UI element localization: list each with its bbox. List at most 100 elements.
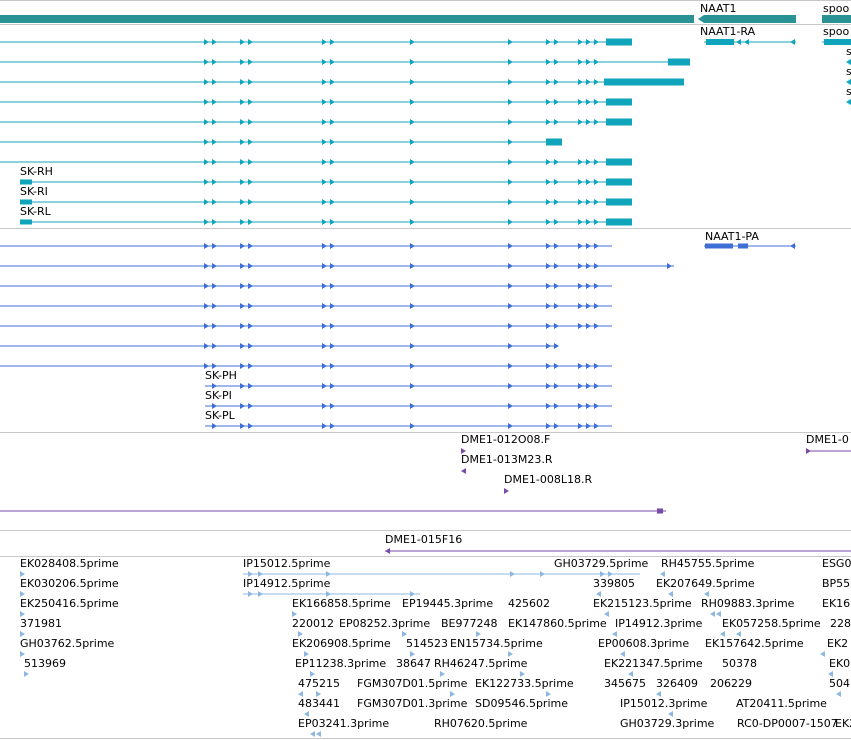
est-label[interactable]: BE977248 [441, 617, 498, 630]
est-label[interactable]: EK16 [822, 597, 851, 610]
transcript-label-sk-rh[interactable]: SK-RH [20, 165, 53, 178]
est-label[interactable]: IP14912.3prime [615, 617, 703, 630]
protein-label-naat1-pa[interactable]: NAAT1-PA [705, 230, 759, 243]
est-label[interactable]: EP11238.3prime [295, 657, 387, 670]
gene-label-spoo[interactable]: spoo [823, 2, 850, 15]
est-label[interactable]: EK122733.5prime [475, 677, 574, 690]
est-label[interactable]: EK2 [835, 717, 851, 730]
est-label[interactable]: IP15012.5prime [243, 557, 331, 570]
est-label[interactable]: EP19445.3prime [402, 597, 494, 610]
est-label[interactable]: GH03729.3prime [620, 717, 715, 730]
est-label[interactable]: EK166858.5prime [292, 597, 391, 610]
transcript-label-spoo[interactable]: spoo [823, 25, 850, 38]
est-label[interactable]: 504 [829, 677, 850, 690]
strand-arrow-icon [508, 323, 513, 329]
est-label[interactable]: EK207649.5prime [656, 577, 755, 590]
clone-label[interactable]: DME1-015F16 [385, 533, 463, 546]
est-label[interactable]: 425602 [508, 597, 550, 610]
est-label[interactable]: EK057258.5prime [722, 617, 821, 630]
est-label[interactable]: GH03729.5prime [554, 557, 649, 570]
est-label[interactable]: EK206908.5prime [292, 637, 391, 650]
clone-label[interactable]: DME1-013M23.R [461, 453, 553, 466]
protein-label-sk-pi[interactable]: SK-PI [205, 389, 232, 402]
est-label[interactable]: 514523 [406, 637, 448, 650]
est-label[interactable]: EP00608.3prime [598, 637, 690, 650]
strand-arrow-icon [248, 243, 253, 249]
gene-bar[interactable] [0, 15, 694, 23]
est-label[interactable]: RH45755.5prime [661, 557, 755, 570]
gene-label-naat1[interactable]: NAAT1 [700, 2, 737, 15]
est-label[interactable]: BP55 [822, 577, 851, 590]
est-label[interactable]: EK250416.5prime [20, 597, 119, 610]
est-label[interactable]: IP14912.5prime [243, 577, 331, 590]
strand-arrow-icon [546, 303, 551, 309]
est-label[interactable]: FGM307D01.5prime [357, 677, 468, 690]
est-label[interactable]: RH46247.5prime [434, 657, 528, 670]
strand-arrow-icon [508, 79, 513, 85]
strand-arrow-icon [578, 219, 583, 225]
est-label[interactable]: 513969 [24, 657, 66, 670]
strand-arrow-icon [846, 79, 851, 85]
strand-arrow-icon [330, 219, 335, 225]
est-label[interactable]: 339805 [593, 577, 635, 590]
strand-arrow-icon [586, 79, 591, 85]
strand-arrow-icon [578, 303, 583, 309]
est-label[interactable]: EK221347.5prime [604, 657, 703, 670]
est-label[interactable]: 38647 [396, 657, 431, 670]
est-label[interactable]: RH07620.5prime [434, 717, 528, 730]
est-label[interactable]: 326409 [656, 677, 698, 690]
est-label[interactable]: 483441 [298, 697, 340, 710]
transcript-label-s[interactable]: s [846, 65, 851, 78]
est-label[interactable]: EK157642.5prime [705, 637, 804, 650]
transcript-label-naat1-ra[interactable]: NAAT1-RA [700, 25, 756, 38]
est-label[interactable]: 50378 [722, 657, 757, 670]
protein-label-sk-ph[interactable]: SK-PH [205, 369, 237, 382]
strand-arrow-icon [212, 79, 217, 85]
est-label[interactable]: 206229 [710, 677, 752, 690]
est-label[interactable]: EP08252.3prime [339, 617, 431, 630]
est-label[interactable]: EK030206.5prime [20, 577, 119, 590]
spoo-gene-bar[interactable] [822, 15, 851, 23]
strand-arrow-icon [508, 303, 513, 309]
est-label[interactable]: 220012 [292, 617, 334, 630]
est-label[interactable]: FGM307D01.3prime [357, 697, 468, 710]
clone-label[interactable]: DME1-012O08.F [461, 433, 551, 446]
strand-arrow-icon [212, 59, 217, 65]
est-label[interactable]: EK147860.5prime [508, 617, 607, 630]
est-label[interactable]: ESG0 [822, 557, 851, 570]
transcript-label-sk-ri[interactable]: SK-RI [20, 185, 48, 198]
protein-label-sk-pl[interactable]: SK-PL [205, 409, 235, 422]
est-label[interactable]: AT20411.5prime [736, 697, 827, 710]
est-label[interactable]: EK2 [827, 637, 849, 650]
est-label[interactable]: 371981 [20, 617, 62, 630]
est-label[interactable]: EP03241.3prime [298, 717, 390, 730]
strand-arrow-icon [546, 39, 551, 45]
est-label[interactable]: 228 [830, 617, 851, 630]
transcript-label-sk-rl[interactable]: SK-RL [20, 205, 51, 218]
strand-arrow-icon [594, 39, 599, 45]
est-label[interactable]: EN15734.5prime [450, 637, 543, 650]
est-label[interactable]: SD09546.5prime [475, 697, 568, 710]
strand-arrow-icon [410, 423, 415, 429]
clone-label[interactable]: DME1-008L18.R [504, 473, 593, 486]
strand-arrow-icon [508, 283, 513, 289]
naat1-gene-bar[interactable] [704, 15, 796, 23]
strand-arrow-icon [554, 219, 559, 225]
clone-label[interactable]: DME1-0 [806, 433, 849, 446]
est-label[interactable]: EK0 [829, 657, 851, 670]
est-label[interactable]: GH03762.5prime [20, 637, 115, 650]
transcript-label-s[interactable]: s [846, 85, 851, 98]
est-label[interactable]: IP15012.3prime [620, 697, 708, 710]
est-label[interactable]: 345675 [604, 677, 646, 690]
est-label[interactable]: 475215 [298, 677, 340, 690]
transcript-label-s[interactable]: s [846, 45, 851, 58]
strand-arrow-icon [410, 199, 415, 205]
strand-arrow-icon [520, 671, 525, 677]
cds-block [606, 178, 632, 186]
est-label[interactable]: EK215123.5prime [593, 597, 692, 610]
est-label[interactable]: RH09883.3prime [701, 597, 795, 610]
est-label[interactable]: EK028408.5prime [20, 557, 119, 570]
strand-arrow-icon [594, 243, 599, 249]
est-label[interactable]: RC0-DP0007-1507 [737, 717, 838, 730]
